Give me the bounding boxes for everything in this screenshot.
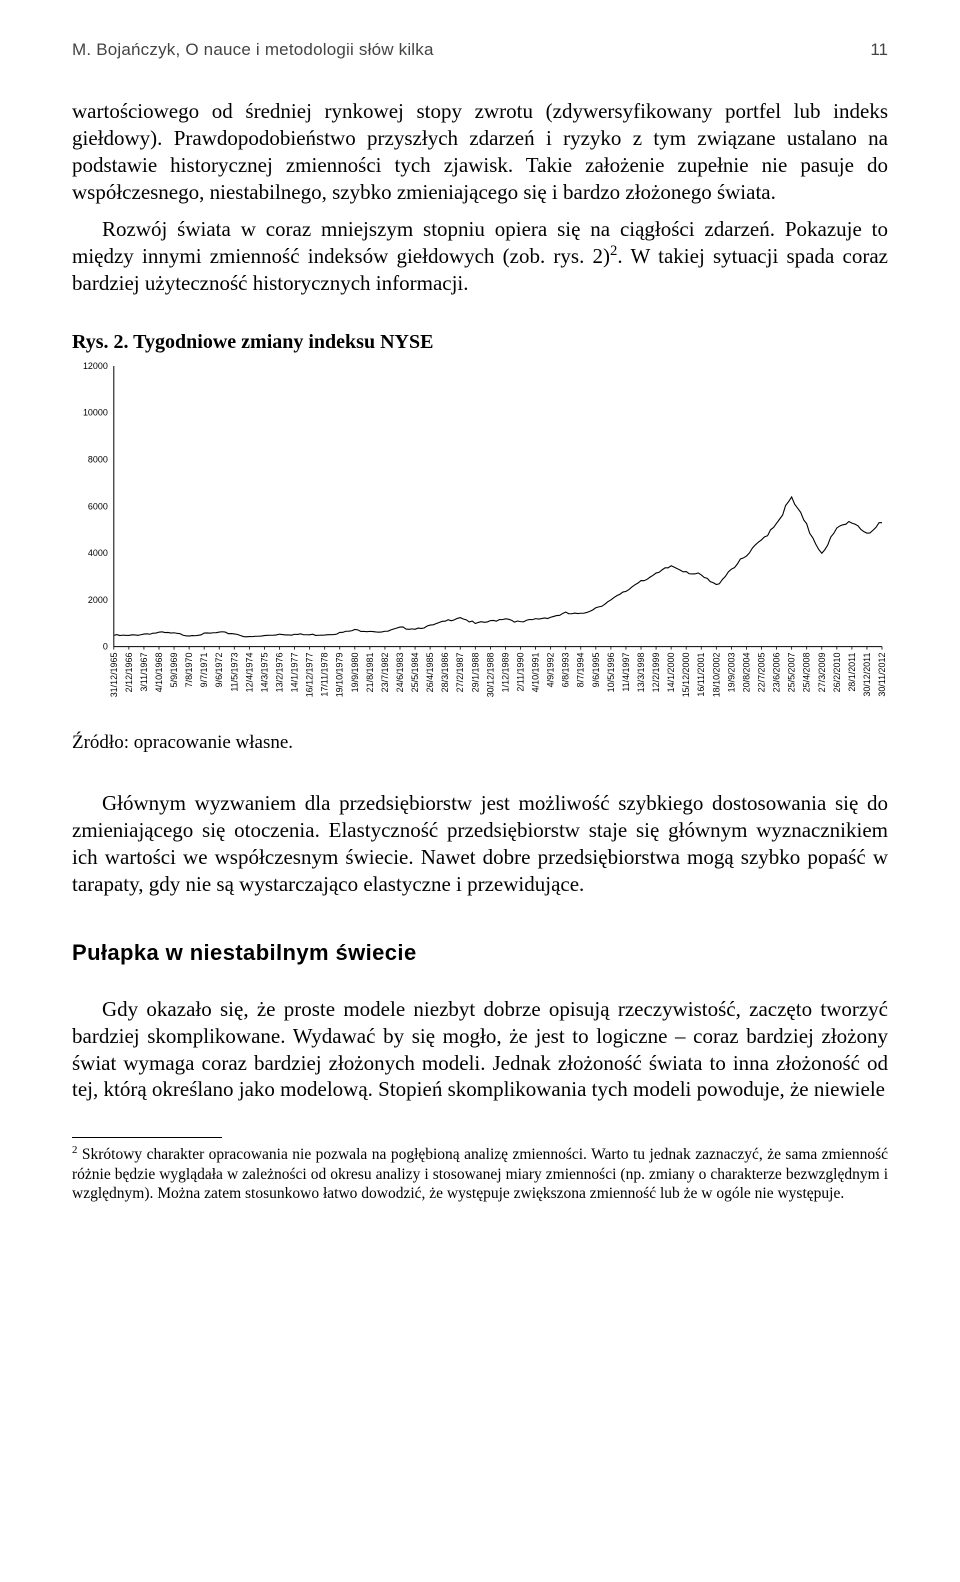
- svg-text:11/4/1997: 11/4/1997: [621, 653, 631, 692]
- paragraph-3: Głównym wyzwaniem dla przedsiębiorstw je…: [72, 790, 888, 898]
- running-title: M. Bojańczyk, O nauce i metodologii słów…: [72, 40, 434, 60]
- svg-text:16/12/1977: 16/12/1977: [305, 653, 315, 698]
- svg-text:30/11/2012: 30/11/2012: [877, 653, 887, 697]
- svg-text:4/10/1991: 4/10/1991: [531, 653, 541, 693]
- svg-text:26/4/1985: 26/4/1985: [425, 653, 435, 693]
- svg-text:9/7/1971: 9/7/1971: [199, 653, 209, 688]
- svg-text:10/5/1996: 10/5/1996: [606, 653, 616, 693]
- footnote-rule: [72, 1137, 222, 1138]
- svg-text:5/9/1969: 5/9/1969: [169, 653, 179, 688]
- svg-text:2000: 2000: [88, 595, 108, 605]
- footnote-text: Skrótowy charakter opracowania nie pozwa…: [72, 1147, 888, 1203]
- paragraph-4: Gdy okazało się, że proste modele niezby…: [72, 996, 888, 1104]
- svg-text:6/8/1993: 6/8/1993: [561, 653, 571, 688]
- figure-caption-prefix: Rys. 2.: [72, 331, 133, 353]
- svg-text:14/1/1977: 14/1/1977: [290, 653, 300, 693]
- svg-text:13/2/1976: 13/2/1976: [274, 653, 284, 693]
- svg-text:19/10/1979: 19/10/1979: [335, 653, 345, 698]
- svg-text:18/10/2002: 18/10/2002: [711, 653, 721, 698]
- svg-text:19/9/1980: 19/9/1980: [350, 653, 360, 693]
- footnote-2: 2 Skrótowy charakter opracowania nie poz…: [72, 1144, 888, 1203]
- svg-text:12/2/1999: 12/2/1999: [651, 653, 661, 693]
- svg-text:8000: 8000: [88, 455, 108, 465]
- svg-text:20/8/2004: 20/8/2004: [741, 653, 751, 693]
- paragraph-2: Rozwój świata w coraz mniejszym stopniu …: [72, 216, 888, 298]
- svg-text:26/2/2010: 26/2/2010: [832, 653, 842, 693]
- svg-text:2/11/1990: 2/11/1990: [515, 653, 525, 692]
- svg-text:23/7/1982: 23/7/1982: [380, 653, 390, 693]
- svg-text:4/9/1992: 4/9/1992: [546, 653, 556, 688]
- svg-text:29/1/1988: 29/1/1988: [470, 653, 480, 693]
- svg-text:11/5/1973: 11/5/1973: [229, 653, 239, 692]
- svg-text:9/6/1995: 9/6/1995: [591, 653, 601, 688]
- svg-text:24/6/1983: 24/6/1983: [395, 653, 405, 693]
- svg-text:4/10/1968: 4/10/1968: [154, 653, 164, 693]
- svg-text:10000: 10000: [83, 408, 108, 418]
- svg-text:2/12/1966: 2/12/1966: [124, 653, 134, 693]
- svg-text:8/7/1994: 8/7/1994: [576, 653, 586, 688]
- svg-text:17/11/1978: 17/11/1978: [320, 653, 330, 697]
- svg-text:9/6/1972: 9/6/1972: [214, 653, 224, 688]
- svg-text:12000: 12000: [83, 361, 108, 371]
- svg-text:14/1/2000: 14/1/2000: [666, 653, 676, 693]
- svg-text:1/12/1989: 1/12/1989: [500, 653, 510, 693]
- svg-text:22/7/2005: 22/7/2005: [756, 653, 766, 693]
- svg-text:30/12/2011: 30/12/2011: [862, 653, 872, 697]
- svg-text:0: 0: [103, 642, 108, 652]
- svg-text:19/9/2003: 19/9/2003: [726, 653, 736, 693]
- page-number: 11: [870, 40, 888, 60]
- line-chart-svg: 0 2000 4000 6000 8000 10000 12000 31/12/1965 2/1…: [72, 360, 888, 718]
- page: M. Bojańczyk, O nauce i metodologii słów…: [0, 0, 960, 1244]
- svg-text:13/3/1998: 13/3/1998: [636, 653, 646, 693]
- svg-text:3/11/1967: 3/11/1967: [139, 653, 149, 692]
- svg-text:4000: 4000: [88, 548, 108, 558]
- svg-text:16/11/2001: 16/11/2001: [696, 653, 706, 697]
- svg-text:25/5/1984: 25/5/1984: [410, 653, 420, 693]
- svg-text:25/5/2007: 25/5/2007: [787, 653, 797, 693]
- section-heading: Pułapka w niestabilnym świecie: [72, 940, 888, 966]
- figure-caption: Rys. 2. Tygodniowe zmiany indeksu NYSE: [72, 331, 888, 354]
- nyse-chart: 0 2000 4000 6000 8000 10000 12000 31/12/1965 2/1…: [72, 360, 888, 718]
- svg-text:31/12/1965: 31/12/1965: [109, 653, 119, 698]
- svg-text:30/12/1988: 30/12/1988: [485, 653, 495, 698]
- figure-source: Źródło: opracowanie własne.: [72, 732, 888, 754]
- svg-text:15/12/2000: 15/12/2000: [681, 653, 691, 698]
- svg-text:23/6/2006: 23/6/2006: [772, 653, 782, 693]
- svg-text:7/8/1970: 7/8/1970: [184, 653, 194, 688]
- svg-text:25/4/2008: 25/4/2008: [802, 653, 812, 693]
- svg-text:6000: 6000: [88, 501, 108, 511]
- svg-text:21/8/1981: 21/8/1981: [365, 653, 375, 693]
- paragraph-1: wartościowego od średniej rynkowej stopy…: [72, 98, 888, 206]
- svg-text:27/2/1987: 27/2/1987: [455, 653, 465, 693]
- svg-text:14/3/1975: 14/3/1975: [259, 653, 269, 693]
- svg-text:27/3/2009: 27/3/2009: [817, 653, 827, 693]
- svg-text:12/4/1974: 12/4/1974: [244, 653, 254, 693]
- svg-text:28/1/2011: 28/1/2011: [847, 653, 857, 692]
- figure-caption-title: Tygodniowe zmiany indeksu NYSE: [133, 331, 433, 353]
- running-head: M. Bojańczyk, O nauce i metodologii słów…: [72, 40, 888, 60]
- svg-text:28/3/1986: 28/3/1986: [440, 653, 450, 693]
